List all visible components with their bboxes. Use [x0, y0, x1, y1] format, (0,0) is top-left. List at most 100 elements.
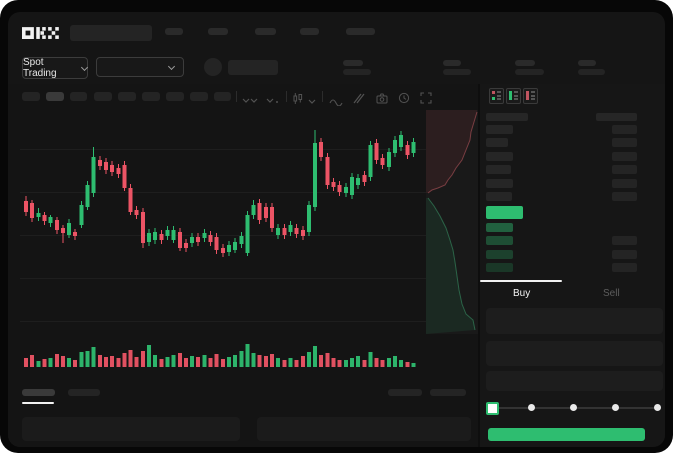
volume-bar [374, 358, 379, 367]
slider-stop[interactable] [570, 404, 577, 411]
bottom-tab-active[interactable] [22, 389, 55, 396]
toolbar-btn-2-active[interactable] [46, 92, 64, 101]
chevron-down-icon [81, 65, 87, 72]
history-clock-icon[interactable] [398, 91, 410, 109]
toolbar-btn-3[interactable] [70, 92, 87, 101]
depth-chart-panel[interactable] [426, 110, 478, 334]
bid-row-price [486, 236, 513, 246]
pair-selector-placeholder[interactable] [70, 25, 152, 41]
market-type-dropdown[interactable]: Spot Trading [22, 57, 88, 79]
ask-row-amount [612, 151, 637, 161]
intervals-dropdown-icon[interactable] [242, 92, 258, 110]
volume-bar [128, 350, 133, 367]
fullscreen-icon[interactable] [420, 91, 432, 109]
volume-bar [116, 358, 121, 367]
volume-bar [153, 355, 158, 367]
volume-bar [97, 355, 102, 367]
volume-bar [140, 351, 145, 367]
amount-input-placeholder[interactable] [486, 341, 663, 366]
ask-row-amount [612, 178, 637, 188]
volume-bar [386, 358, 391, 367]
tab-buy[interactable]: Buy [480, 280, 573, 304]
volume-bar [233, 355, 238, 367]
toolbar-btn-5[interactable] [118, 92, 136, 101]
slider-handle[interactable] [485, 402, 499, 415]
bid-row-amount [612, 263, 637, 273]
volume-bar [325, 353, 330, 367]
slider-stop[interactable] [611, 404, 619, 411]
candle-type-chevron-icon[interactable] [308, 93, 316, 111]
symbol-dropdown[interactable] [96, 57, 184, 77]
candle-body [159, 234, 164, 240]
candlestick-chart[interactable] [20, 110, 428, 334]
candle-body [319, 142, 324, 157]
volume-bar [183, 358, 188, 367]
bottom-tab-2[interactable] [68, 389, 100, 396]
volume-bar [208, 358, 213, 367]
book-combined-icon[interactable] [489, 88, 504, 104]
candle-body [24, 201, 28, 212]
buy-submit-button[interactable] [488, 428, 645, 441]
depth-bids-area [426, 198, 475, 334]
nav-item-3[interactable] [255, 28, 276, 35]
drawing-tools-icon[interactable] [353, 91, 365, 109]
candle-body [288, 225, 293, 232]
toolbar-btn-1[interactable] [22, 92, 40, 101]
candle-body [147, 233, 151, 242]
toolbar-btn-4[interactable] [94, 92, 112, 101]
bottom-action-2[interactable] [430, 389, 466, 396]
bid-row-amount [612, 249, 637, 259]
ask-row-price [486, 138, 508, 148]
volume-bar [313, 346, 318, 367]
toolbar-btn-6[interactable] [142, 92, 160, 101]
volume-bar [36, 361, 41, 367]
volume-bar [159, 359, 164, 367]
book-bids-icon[interactable] [506, 88, 521, 104]
candle-body [67, 223, 72, 235]
candle-body [190, 237, 195, 243]
bottom-action-1[interactable] [388, 389, 422, 396]
slider-stop[interactable] [528, 404, 536, 411]
toolbar-btn-9[interactable] [214, 92, 231, 101]
depth-asks-area [426, 110, 477, 193]
nav-item-4[interactable] [300, 28, 319, 35]
orders-table-placeholder [22, 417, 240, 441]
total-input-placeholder[interactable] [486, 371, 663, 391]
volume-bar [368, 352, 373, 367]
volume-bar [73, 360, 78, 367]
nav-item-5[interactable] [346, 28, 375, 35]
stat-value-2 [443, 69, 471, 75]
toolbar-btn-7[interactable] [166, 92, 184, 101]
nav-item-1[interactable] [165, 28, 183, 35]
indicators-wave-icon[interactable] [329, 93, 343, 111]
chevron-down-icon [168, 64, 175, 71]
volume-bar [165, 357, 170, 367]
candle-body [325, 157, 330, 185]
candle-body [294, 228, 299, 234]
volume-bar [331, 358, 336, 367]
candle-body [405, 145, 410, 155]
candle-body [183, 243, 188, 248]
volume-bar [257, 355, 262, 367]
candle-body [343, 187, 348, 193]
volume-bar [276, 358, 281, 367]
candle-body [337, 185, 342, 192]
trade-panel: Buy Sell [478, 84, 665, 447]
chart-style-dropdown-icon[interactable] [266, 92, 280, 110]
pair-name-placeholder [228, 60, 278, 75]
camera-icon[interactable] [376, 91, 388, 109]
toolbar-btn-8[interactable] [190, 92, 208, 101]
candle-body [393, 140, 397, 153]
ask-row-amount [612, 192, 637, 201]
volume-bar [399, 360, 404, 367]
candle-body [165, 230, 170, 236]
book-asks-icon[interactable] [523, 88, 538, 104]
volume-chart[interactable] [20, 342, 428, 368]
tab-sell[interactable]: Sell [573, 280, 665, 304]
candle-type-icon[interactable] [292, 91, 303, 109]
slider-stop[interactable] [653, 404, 661, 411]
nav-item-2[interactable] [208, 28, 228, 35]
price-input-placeholder[interactable] [486, 308, 663, 334]
okx-logo[interactable] [22, 25, 60, 41]
